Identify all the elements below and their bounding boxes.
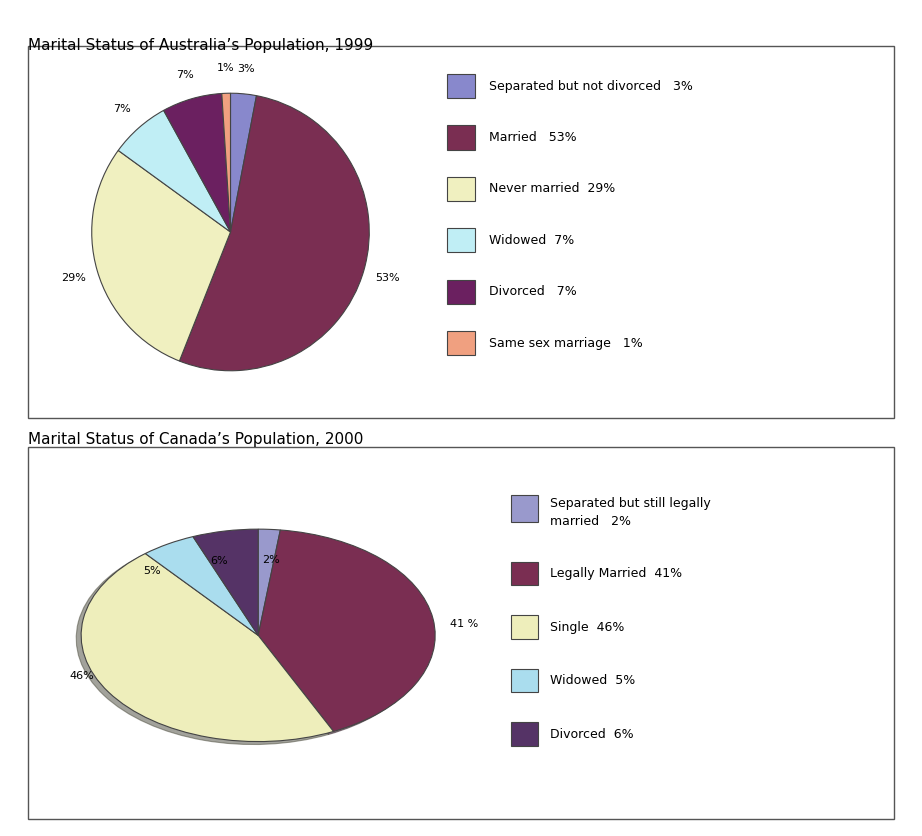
- Bar: [447, 331, 475, 355]
- Text: 6%: 6%: [210, 557, 228, 567]
- Bar: [447, 125, 475, 150]
- Text: Married   53%: Married 53%: [489, 131, 576, 144]
- Bar: [447, 74, 475, 99]
- Bar: [511, 615, 538, 639]
- Text: 2%: 2%: [263, 555, 280, 565]
- Text: Same sex marriage   1%: Same sex marriage 1%: [489, 337, 643, 349]
- Text: 53%: 53%: [375, 273, 400, 283]
- Wedge shape: [230, 94, 256, 232]
- Text: Single  46%: Single 46%: [550, 620, 624, 634]
- Wedge shape: [258, 530, 435, 732]
- Text: 7%: 7%: [113, 104, 131, 115]
- Bar: [447, 279, 475, 303]
- Wedge shape: [258, 529, 280, 635]
- Wedge shape: [180, 95, 370, 370]
- Bar: [511, 562, 538, 585]
- Wedge shape: [163, 94, 230, 232]
- Wedge shape: [91, 150, 230, 361]
- Bar: [511, 495, 538, 522]
- Bar: [447, 177, 475, 201]
- Wedge shape: [81, 553, 334, 742]
- Wedge shape: [146, 537, 258, 635]
- Text: 3%: 3%: [237, 64, 254, 74]
- Text: married   2%: married 2%: [550, 515, 631, 528]
- Text: Widowed  7%: Widowed 7%: [489, 234, 573, 247]
- Text: 1%: 1%: [217, 64, 234, 74]
- Text: 5%: 5%: [143, 566, 160, 576]
- Text: Separated but still legally: Separated but still legally: [550, 497, 711, 510]
- Text: Widowed  5%: Widowed 5%: [550, 674, 635, 687]
- Wedge shape: [222, 94, 230, 232]
- Text: Marital Status of Australia’s Population, 1999: Marital Status of Australia’s Population…: [28, 38, 372, 53]
- Text: Marital Status of Canada’s Population, 2000: Marital Status of Canada’s Population, 2…: [28, 432, 363, 447]
- Wedge shape: [193, 529, 258, 635]
- Bar: [511, 669, 538, 692]
- Text: 7%: 7%: [176, 69, 194, 79]
- Text: Divorced  6%: Divorced 6%: [550, 727, 633, 741]
- Text: Never married  29%: Never married 29%: [489, 182, 615, 196]
- Text: Separated but not divorced   3%: Separated but not divorced 3%: [489, 79, 692, 93]
- Text: 29%: 29%: [61, 273, 86, 283]
- Text: 46%: 46%: [69, 670, 94, 681]
- Text: 41 %: 41 %: [450, 619, 479, 629]
- Text: Divorced   7%: Divorced 7%: [489, 285, 576, 298]
- Text: Legally Married  41%: Legally Married 41%: [550, 567, 682, 580]
- Wedge shape: [118, 110, 230, 232]
- Bar: [511, 722, 538, 746]
- Bar: [447, 228, 475, 252]
